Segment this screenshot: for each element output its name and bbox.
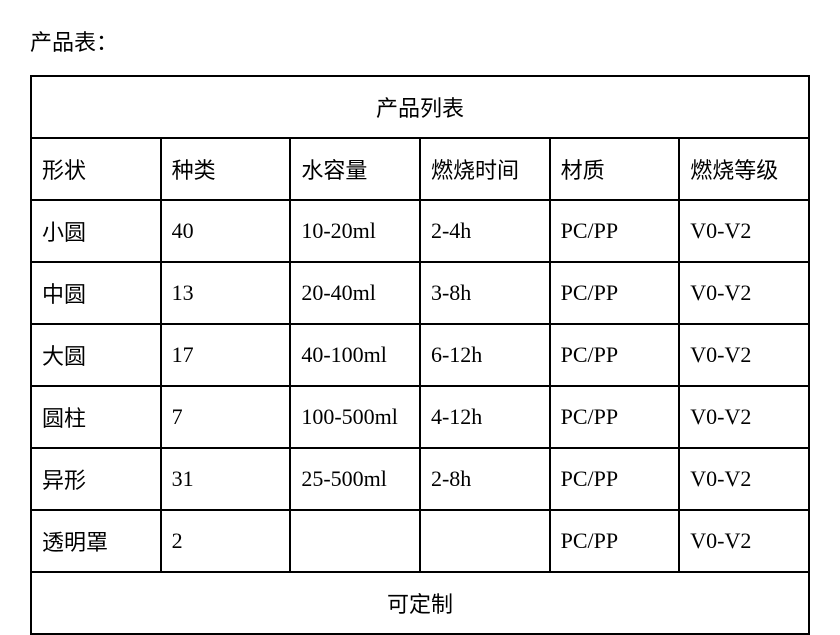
table-cell: 17 <box>161 324 291 386</box>
table-cell: 6-12h <box>420 324 550 386</box>
table-header-row: 形状 种类 水容量 燃烧时间 材质 燃烧等级 <box>31 138 809 200</box>
table-cell: 7 <box>161 386 291 448</box>
table-cell: 20-40ml <box>290 262 420 324</box>
page-title: 产品表： <box>30 25 810 57</box>
table-cell: 2 <box>161 510 291 572</box>
table-cell: 2-8h <box>420 448 550 510</box>
table-header-cell: 形状 <box>31 138 161 200</box>
table-header-cell: 水容量 <box>290 138 420 200</box>
table-row: 异形 31 25-500ml 2-8h PC/PP V0-V2 <box>31 448 809 510</box>
table-cell: PC/PP <box>550 448 680 510</box>
table-cell: 3-8h <box>420 262 550 324</box>
table-cell: 异形 <box>31 448 161 510</box>
table-cell: PC/PP <box>550 386 680 448</box>
table-cell: PC/PP <box>550 262 680 324</box>
table-cell: PC/PP <box>550 200 680 262</box>
table-header-cell: 种类 <box>161 138 291 200</box>
table-cell: 圆柱 <box>31 386 161 448</box>
table-cell <box>290 510 420 572</box>
product-table: 产品列表 形状 种类 水容量 燃烧时间 材质 燃烧等级 小圆 40 10-20m… <box>30 75 810 635</box>
table-cell: 13 <box>161 262 291 324</box>
table-header-cell: 燃烧时间 <box>420 138 550 200</box>
table-cell: V0-V2 <box>679 262 809 324</box>
table-cell <box>420 510 550 572</box>
table-header-cell: 燃烧等级 <box>679 138 809 200</box>
table-row: 小圆 40 10-20ml 2-4h PC/PP V0-V2 <box>31 200 809 262</box>
table-row: 中圆 13 20-40ml 3-8h PC/PP V0-V2 <box>31 262 809 324</box>
table-cell: PC/PP <box>550 324 680 386</box>
table-row: 圆柱 7 100-500ml 4-12h PC/PP V0-V2 <box>31 386 809 448</box>
table-cell: 40 <box>161 200 291 262</box>
table-cell: V0-V2 <box>679 386 809 448</box>
table-header-cell: 材质 <box>550 138 680 200</box>
table-title-row: 产品列表 <box>31 76 809 138</box>
table-cell: V0-V2 <box>679 510 809 572</box>
table-cell: 中圆 <box>31 262 161 324</box>
table-cell: 2-4h <box>420 200 550 262</box>
table-row: 透明罩 2 PC/PP V0-V2 <box>31 510 809 572</box>
table-footer-row: 可定制 <box>31 572 809 634</box>
table-footer: 可定制 <box>31 572 809 634</box>
table-cell: 透明罩 <box>31 510 161 572</box>
table-cell: 4-12h <box>420 386 550 448</box>
table-cell: PC/PP <box>550 510 680 572</box>
table-cell: 小圆 <box>31 200 161 262</box>
table-title: 产品列表 <box>31 76 809 138</box>
table-row: 大圆 17 40-100ml 6-12h PC/PP V0-V2 <box>31 324 809 386</box>
table-cell: 10-20ml <box>290 200 420 262</box>
table-cell: 31 <box>161 448 291 510</box>
table-cell: 100-500ml <box>290 386 420 448</box>
table-cell: 大圆 <box>31 324 161 386</box>
table-cell: V0-V2 <box>679 448 809 510</box>
table-cell: 40-100ml <box>290 324 420 386</box>
table-cell: V0-V2 <box>679 200 809 262</box>
table-cell: 25-500ml <box>290 448 420 510</box>
table-cell: V0-V2 <box>679 324 809 386</box>
